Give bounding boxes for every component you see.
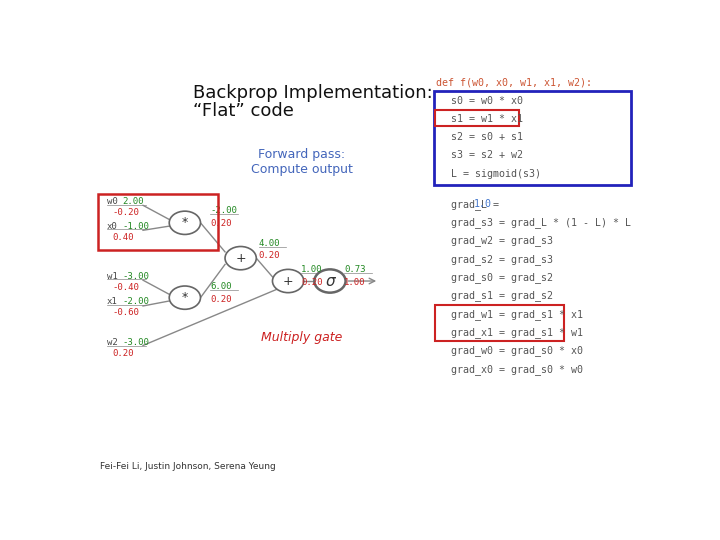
Text: w2: w2 (107, 338, 117, 347)
Text: 0.20: 0.20 (210, 219, 231, 228)
Text: grad_s0 = grad_s2: grad_s0 = grad_s2 (438, 272, 553, 283)
Text: -0.60: -0.60 (112, 308, 139, 318)
Text: grad_x1 = grad_s1 * w1: grad_x1 = grad_s1 * w1 (438, 327, 582, 338)
Text: -1.00: -1.00 (122, 221, 149, 231)
Text: s2 = s0 + s1: s2 = s0 + s1 (438, 132, 523, 142)
Text: “Flat” code: “Flat” code (193, 102, 294, 120)
Text: -0.40: -0.40 (112, 282, 139, 292)
Text: -2.00: -2.00 (122, 298, 149, 306)
Text: *: * (181, 217, 188, 230)
Text: grad_s2 = grad_s3: grad_s2 = grad_s3 (438, 254, 553, 265)
Text: Backprop Implementation:: Backprop Implementation: (193, 84, 433, 102)
Text: -2.00: -2.00 (210, 206, 237, 215)
Text: grad_w1 = grad_s1 * x1: grad_w1 = grad_s1 * x1 (438, 309, 582, 320)
Text: s1 = w1 * x1: s1 = w1 * x1 (438, 114, 523, 124)
Text: -3.00: -3.00 (122, 272, 149, 280)
Text: 0.20: 0.20 (210, 295, 231, 304)
Circle shape (315, 269, 346, 293)
Text: 0.40: 0.40 (112, 233, 134, 242)
Text: w0: w0 (107, 197, 117, 206)
Text: x1: x1 (107, 298, 117, 306)
Circle shape (169, 211, 200, 234)
Text: σ: σ (325, 274, 335, 288)
Text: 0.20: 0.20 (301, 278, 323, 287)
Text: grad_s1 = grad_s2: grad_s1 = grad_s2 (438, 291, 553, 301)
Text: def f(w0, x0, w1, x1, w2):: def f(w0, x0, w1, x1, w2): (436, 77, 592, 87)
Circle shape (225, 246, 256, 270)
Text: 1.0: 1.0 (474, 199, 492, 209)
Text: grad_w2 = grad_s3: grad_w2 = grad_s3 (438, 235, 553, 246)
Text: s3 = s2 + w2: s3 = s2 + w2 (438, 151, 523, 160)
Text: 4.00: 4.00 (258, 239, 280, 248)
Text: grad_x0 = grad_s0 * w0: grad_x0 = grad_s0 * w0 (438, 363, 582, 375)
Text: 6.00: 6.00 (210, 282, 231, 292)
Text: grad_L =: grad_L = (438, 199, 505, 210)
Text: L = sigmoid(s3): L = sigmoid(s3) (438, 168, 541, 179)
Text: -0.20: -0.20 (112, 208, 139, 217)
Circle shape (169, 286, 200, 309)
Text: Forward pass:
Compute output: Forward pass: Compute output (251, 148, 353, 176)
Text: 0.20: 0.20 (112, 349, 134, 358)
Text: *: * (181, 291, 188, 304)
Text: x0: x0 (107, 221, 117, 231)
Text: grad_s3 = grad_L * (1 - L) * L: grad_s3 = grad_L * (1 - L) * L (438, 217, 631, 228)
Text: w1: w1 (107, 272, 117, 280)
Text: 1.00: 1.00 (301, 265, 323, 274)
Text: 1.00: 1.00 (344, 278, 365, 287)
Text: Fei-Fei Li, Justin Johnson, Serena Yeung: Fei-Fei Li, Justin Johnson, Serena Yeung (100, 462, 276, 471)
Text: 0.73: 0.73 (344, 265, 365, 274)
Text: Multiply gate: Multiply gate (261, 331, 343, 344)
Circle shape (272, 269, 304, 293)
Text: 0.20: 0.20 (258, 252, 280, 260)
Text: +: + (235, 252, 246, 265)
Text: 2.00: 2.00 (122, 197, 144, 206)
Text: s0 = w0 * x0: s0 = w0 * x0 (438, 96, 523, 105)
Text: +: + (283, 274, 294, 287)
Text: grad_w0 = grad_s0 * x0: grad_w0 = grad_s0 * x0 (438, 345, 582, 356)
Text: -3.00: -3.00 (122, 338, 149, 347)
